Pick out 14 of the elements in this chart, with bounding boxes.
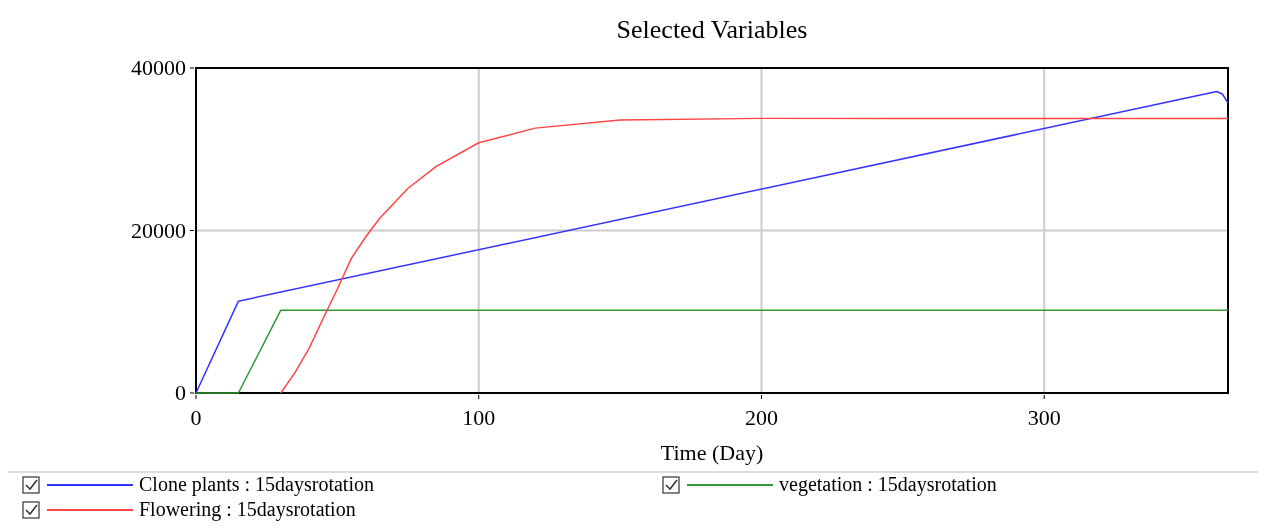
x-tick-label: 100 [462, 405, 496, 430]
legend-label: vegetation : 15daysrotation [779, 473, 997, 496]
y-tick-label: 40000 [131, 55, 186, 80]
x-axis-title: Time (Day) [660, 440, 764, 465]
x-tick-label: 300 [1027, 405, 1061, 430]
y-tick-label: 20000 [131, 217, 186, 243]
legend-label: Flowering : 15daysrotation [139, 498, 356, 521]
y-tick-label: 0 [175, 380, 186, 405]
x-tick-label: 200 [744, 405, 778, 430]
line-series [280, 117, 1229, 394]
legend-label: Clone plants : 15daysrotation [139, 473, 374, 496]
x-tick-label: 0 [190, 405, 202, 430]
chart-title: Selected Variables [616, 15, 808, 44]
line-series [195, 90, 1229, 394]
